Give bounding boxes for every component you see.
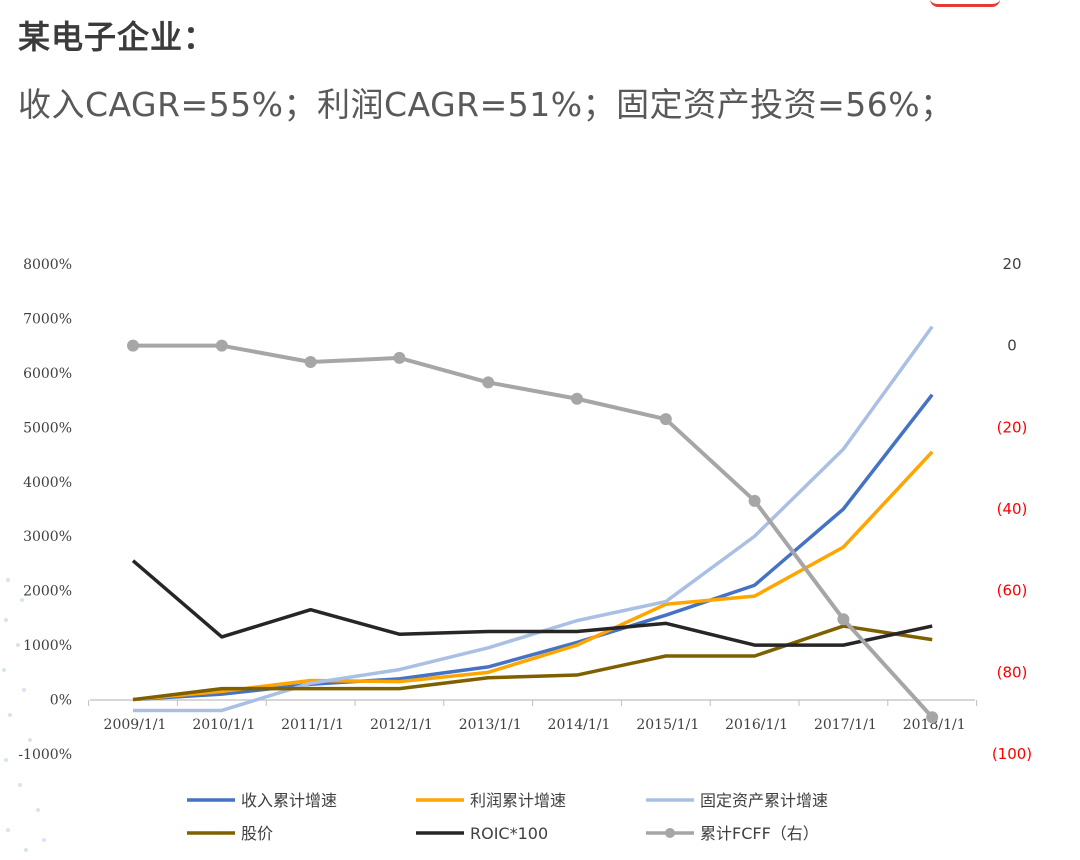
right-axis-tick-label: (80) bbox=[997, 663, 1028, 681]
series-股价 bbox=[132, 624, 933, 702]
page-subtitle: 收入CAGR=55%；利润CAGR=51%；固定资产投资=56%； bbox=[18, 85, 954, 124]
right-axis-tick-label: (40) bbox=[997, 500, 1028, 518]
legend-item: 收入累计增速 bbox=[187, 791, 337, 810]
legend-item: 股价 bbox=[187, 824, 273, 843]
series-point bbox=[482, 376, 495, 389]
series-line bbox=[133, 325, 934, 713]
legend-item: 固定资产累计增速 bbox=[646, 791, 828, 810]
left-axis-tick-label: 1000% bbox=[23, 638, 72, 654]
series-line bbox=[133, 343, 934, 719]
series-point bbox=[837, 613, 850, 626]
series-line bbox=[132, 393, 934, 702]
x-axis-tick-label: 2009/1/1 bbox=[104, 717, 167, 733]
right-axis-tick-label: 20 bbox=[1002, 255, 1021, 273]
left-axis-ticks: 8000% 7000% 6000% 5000% 4000% 3000% 2000% 1000%… bbox=[18, 257, 72, 763]
legend-label: 股价 bbox=[241, 824, 273, 843]
x-axis-tick-label: 2013/1/1 bbox=[459, 717, 522, 733]
left-axis-tick-label: 5000% bbox=[23, 420, 72, 436]
right-axis-ticks: 20 0 (20) (40) (60) (80) (100) bbox=[992, 255, 1032, 763]
left-axis-tick-label: 6000% bbox=[23, 366, 72, 382]
series-point bbox=[571, 392, 583, 405]
x-axis-tick-label: 2015/1/1 bbox=[636, 717, 699, 733]
x-axis-ticks: 2009/1/1 2010/1/1 2011/1/1 2012/1/1 2013/1/1… bbox=[88, 700, 978, 733]
left-axis-tick-label: 3000% bbox=[23, 529, 72, 545]
corner-accent-mark bbox=[930, 0, 1000, 7]
left-axis-tick-label: 4000% bbox=[23, 475, 72, 491]
decorative-dot-pattern bbox=[2, 578, 46, 852]
left-axis-tick-label: 8000% bbox=[23, 257, 72, 273]
left-axis-tick-label: 7000% bbox=[23, 311, 72, 327]
x-axis-tick-label: 2014/1/1 bbox=[548, 717, 611, 733]
series-point bbox=[393, 351, 406, 364]
series-收入累计增速 bbox=[132, 393, 934, 702]
legend-item: ROIC*100 bbox=[416, 824, 548, 843]
left-axis-tick-label: 2000% bbox=[23, 584, 72, 600]
series-point bbox=[304, 356, 317, 368]
x-axis-tick-label: 2016/1/1 bbox=[725, 717, 788, 733]
right-axis-tick-label: (60) bbox=[997, 582, 1028, 600]
legend-label: 固定资产累计增速 bbox=[700, 791, 828, 810]
series-point bbox=[926, 711, 939, 724]
right-axis-tick-label: (100) bbox=[992, 745, 1032, 763]
series-利润累计增速 bbox=[132, 450, 934, 702]
series-累计FCFF（右） bbox=[127, 339, 939, 724]
series-point bbox=[748, 494, 761, 507]
x-axis-tick-label: 2018/1/1 bbox=[903, 717, 966, 733]
x-axis-tick-label: 2017/1/1 bbox=[814, 717, 877, 733]
series-line bbox=[132, 624, 933, 702]
series-固定资产累计增速 bbox=[133, 325, 934, 713]
series-line bbox=[132, 450, 934, 702]
legend-marker bbox=[665, 828, 675, 838]
legend-item: 利润累计增速 bbox=[416, 791, 566, 810]
series-point bbox=[659, 413, 672, 426]
legend-label: ROIC*100 bbox=[470, 824, 548, 843]
series-ROIC*100 bbox=[131, 559, 933, 647]
x-axis-tick-label: 2010/1/1 bbox=[192, 717, 255, 733]
legend-label: 收入累计增速 bbox=[241, 791, 337, 810]
right-axis-tick-label: 0 bbox=[1007, 337, 1017, 355]
x-axis-tick-label: 2011/1/1 bbox=[281, 717, 344, 733]
page-title: 某电子企业： bbox=[18, 18, 217, 56]
series-lines bbox=[127, 325, 939, 724]
legend-label: 利润累计增速 bbox=[470, 791, 566, 810]
series-point bbox=[127, 339, 139, 352]
right-axis-tick-label: (20) bbox=[997, 418, 1028, 436]
left-axis-tick-label: 0% bbox=[50, 693, 72, 709]
legend-label: 累计FCFF（右） bbox=[700, 824, 819, 843]
series-point bbox=[215, 339, 228, 352]
left-axis-tick-label: -1000% bbox=[18, 747, 72, 763]
x-axis-tick-label: 2012/1/1 bbox=[370, 717, 433, 733]
legend-item: 累计FCFF（右） bbox=[646, 824, 819, 843]
series-line bbox=[131, 559, 933, 647]
